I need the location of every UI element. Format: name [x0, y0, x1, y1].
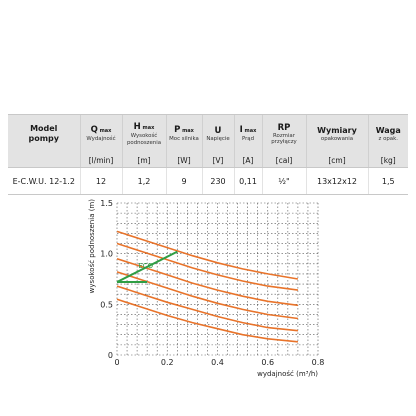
header-cell-3: P max Moc silnika: [165, 114, 202, 153]
x-tick-label: 0.4: [211, 358, 224, 367]
table-units-row: [l/min] [m] [W] [V] [A] [cal] [cm] [kg]: [8, 153, 408, 168]
eco-line: [116, 250, 178, 283]
header-subscript: max: [180, 128, 194, 135]
unit-cell-2: [m]: [121, 153, 166, 168]
header-cell-4: U Napięcie: [201, 114, 234, 153]
header-description: Napięcie: [206, 135, 230, 142]
table-header-row: Model pompy Q max Wydajność H max Wysokość po…: [8, 114, 408, 153]
eco-label: ECO: [138, 262, 153, 270]
header-subscript: max: [140, 125, 155, 132]
header-cell-7: Wymiary opakowania: [305, 114, 368, 153]
header-description: Prąd: [241, 136, 255, 143]
table-row: E-C.W.U. 12-1.2 12 1,2 9 230 0,11 ½" 13x12x12 1,…: [8, 167, 408, 195]
pump-curve-5: [116, 285, 298, 332]
value-cell-4: 230: [201, 167, 234, 195]
unit-cell-8: [kg]: [367, 153, 408, 168]
x-tick-label: 0.8: [312, 358, 325, 367]
value-cell-5: 0,11: [233, 167, 262, 195]
x-tick-label: 0.2: [161, 358, 174, 367]
header-symbol: U: [214, 125, 222, 136]
chart-grid: [116, 202, 319, 356]
pump-curve-1: [116, 230, 299, 280]
header-symbol: Waga: [375, 125, 401, 135]
x-tick-label: 0: [114, 358, 119, 367]
header-subscript: max: [242, 128, 257, 135]
header-symbol: Wymiary: [317, 125, 357, 135]
y-tick-label: 0.5: [100, 300, 113, 309]
header-description: opakowania: [320, 135, 354, 142]
value-cell-3: 9: [165, 167, 202, 195]
header-symbol: RP: [277, 122, 291, 133]
y-tick-label: 0: [108, 351, 113, 360]
value-cell-2: 1,2: [121, 167, 166, 195]
x-axis-label: wydajność (m³/h): [257, 370, 318, 378]
pump-curve-2: [116, 242, 299, 291]
header-cell-2: H max Wysokość podnoszenia: [121, 114, 166, 153]
pump-curve-6: [116, 298, 298, 343]
unit-cell-6: [cal]: [261, 153, 306, 168]
header-subscript: max: [97, 128, 112, 135]
unit-cell-0: [8, 153, 80, 168]
header-cell-0: Model pompy: [8, 114, 80, 153]
value-cell-7: 13x12x12: [305, 167, 368, 195]
y-tick-label: 1.5: [100, 199, 113, 208]
unit-cell-7: [cm]: [305, 153, 368, 168]
header-cell-5: I max Prąd: [233, 114, 262, 153]
value-cell-0: E-C.W.U. 12-1.2: [8, 167, 80, 195]
header-cell-8: Waga z opak.: [367, 114, 408, 153]
header-symbol: P max: [174, 125, 194, 136]
chart-ticks: 0 0.2 0.4 0.6 0.8 0 0.5 1.0 1.5: [100, 199, 324, 367]
chart-curves: [116, 230, 299, 343]
value-cell-1: 12: [79, 167, 122, 195]
header-description: Wydajność: [86, 136, 116, 143]
spec-table: Model pompy Q max Wydajność H max Wysokość po…: [8, 114, 408, 195]
header-cell-1: Q max Wydajność: [79, 114, 122, 153]
header-description: Moc silnika: [169, 136, 199, 143]
header-description: Rozmiar przyłączy: [271, 132, 297, 145]
header-symbol: H max: [133, 122, 155, 133]
header-description: z opak.: [378, 135, 398, 142]
header-cell-6: RP Rozmiar przyłączy: [261, 114, 306, 153]
unit-cell-4: [V]: [201, 153, 234, 168]
x-tick-label: 0.6: [261, 358, 274, 367]
chart-labels: wydajność (m³/h) wysokość podnoszenia (m): [88, 199, 318, 378]
y-axis-label: wysokość podnoszenia (m): [88, 199, 96, 294]
header-model-line: pompy: [28, 134, 60, 143]
header-model-line: Model: [30, 124, 58, 133]
unit-cell-1: [l/min]: [79, 153, 122, 168]
eco-curve: ECO: [116, 250, 178, 284]
value-cell-8: 1,5: [367, 167, 408, 195]
header-description: Wysokość podnoszenia: [126, 133, 162, 146]
unit-cell-3: [W]: [165, 153, 202, 168]
y-tick-label: 1.0: [100, 250, 113, 259]
unit-cell-5: [A]: [233, 153, 262, 168]
header-symbol: Q max: [90, 125, 112, 136]
header-symbol: I max: [239, 125, 257, 136]
value-cell-6: ½": [261, 167, 306, 195]
